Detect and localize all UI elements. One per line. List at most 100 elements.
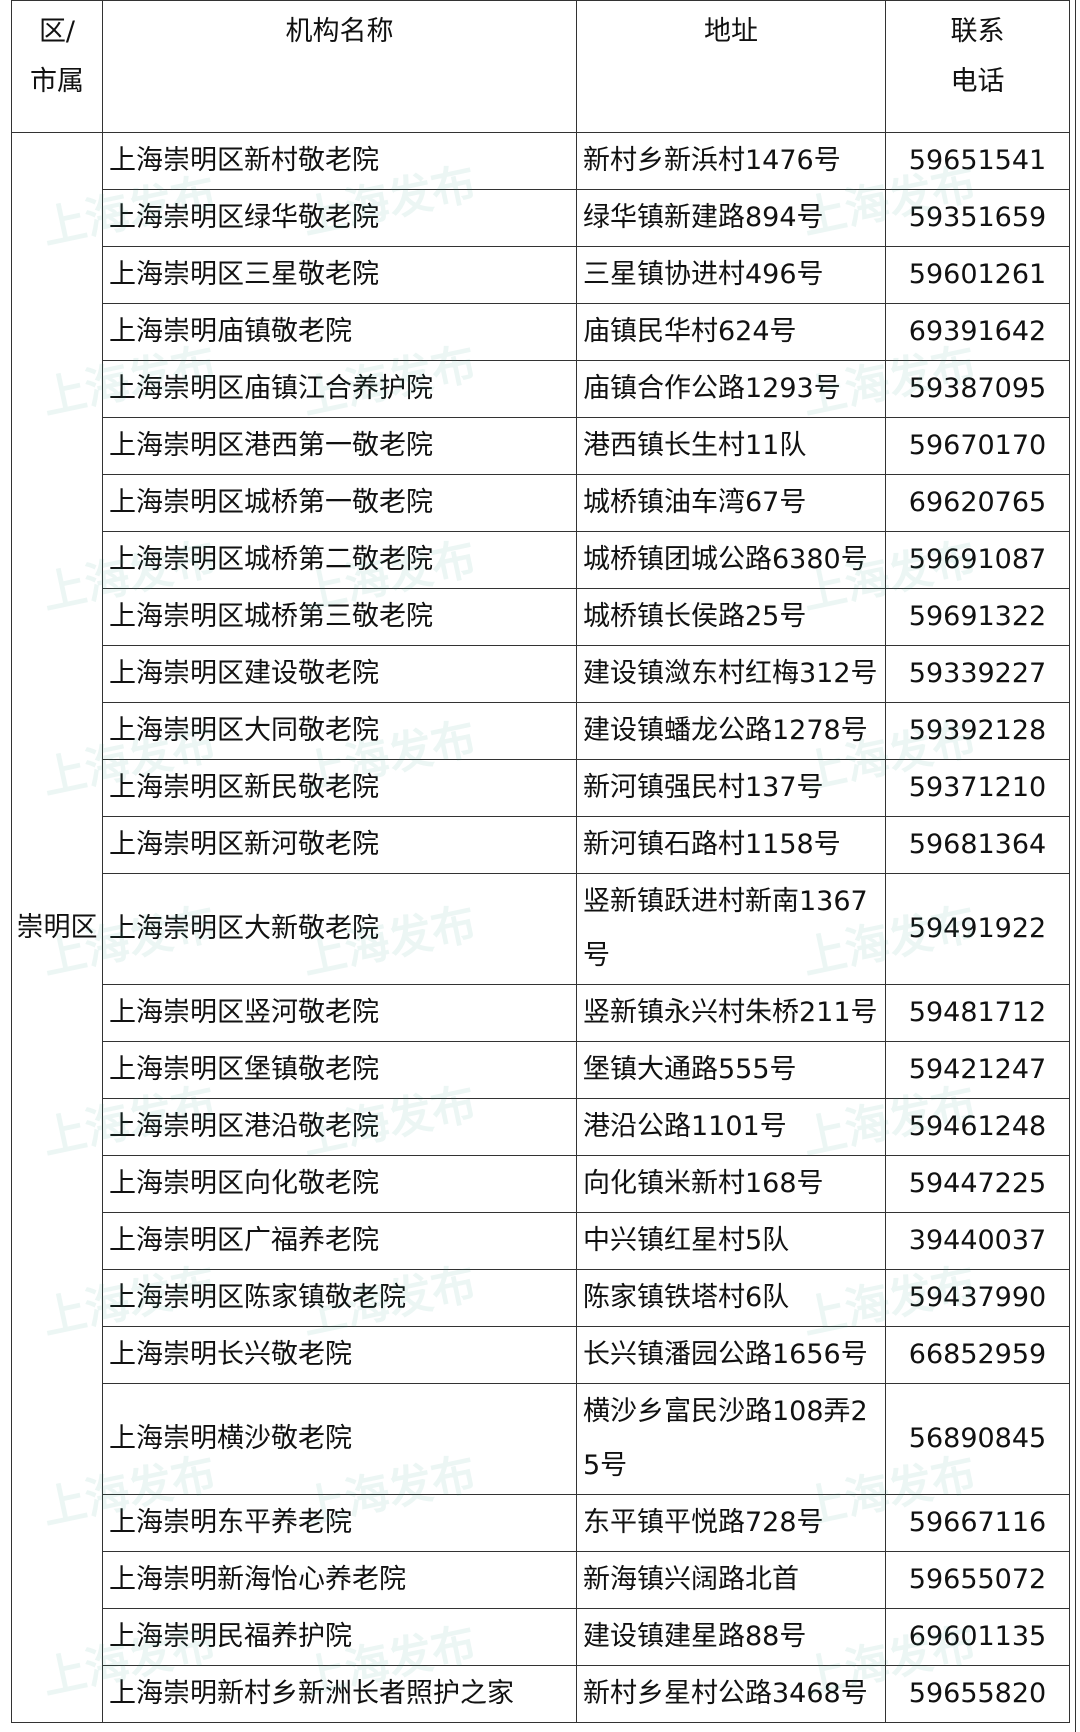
table-row: 上海崇明新村乡新洲长者照护之家 新村乡星村公路3468号 59655820 [12,1665,1070,1723]
institution-name: 上海崇明区向化敬老院 [102,1155,577,1213]
table-row: 上海崇明区竖河敬老院 竖新镇永兴村朱桥211号 59481712 [12,984,1070,1042]
address: 新村乡新浜村1476号 [576,132,886,190]
address: 向化镇米新村168号 [576,1155,886,1213]
institution-name: 上海崇明区三星敬老院 [102,246,577,304]
address: 港西镇长生村11队 [576,417,886,475]
header-cell: 联系 电话 [885,0,1070,133]
table-row: 上海崇明区绿华敬老院 绿华镇新建路894号 59351659 [12,189,1070,247]
address: 建设镇蟠龙公路1278号 [576,702,886,760]
address: 城桥镇团城公路6380号 [576,531,886,589]
table-row: 上海崇明区三星敬老院 三星镇协进村496号 59601261 [12,246,1070,304]
table-edge [1075,0,1076,1732]
table-row: 上海崇明区大同敬老院 建设镇蟠龙公路1278号 59392128 [12,702,1070,760]
table-row: 上海崇明区新民敬老院 新河镇强民村137号 59371210 [12,759,1070,817]
phone: 59491922 [885,873,1070,985]
address: 中兴镇红星村5队 [576,1212,886,1270]
phone: 69620765 [885,474,1070,532]
institution-name: 上海崇明新村乡新洲长者照护之家 [102,1665,577,1723]
phone: 59601261 [885,246,1070,304]
phone: 59387095 [885,360,1070,418]
phone: 59447225 [885,1155,1070,1213]
institution-name: 上海崇明区城桥第二敬老院 [102,531,577,589]
table-row: 崇明区 上海崇明区新村敬老院 新村乡新浜村1476号 59651541 [11,132,1070,1723]
address: 建设镇潋东村红梅312号 [576,645,886,703]
address: 庙镇民华村624号 [576,303,886,361]
table-row: 上海崇明区广福养老院 中兴镇红星村5队 39440037 [12,1212,1070,1270]
institution-name: 上海崇明区陈家镇敬老院 [102,1269,577,1327]
address: 竖新镇永兴村朱桥211号 [576,984,886,1042]
phone: 59691087 [885,531,1070,589]
header-cell: 区/ 市属 [11,0,103,133]
table-row: 上海崇明区城桥第三敬老院 城桥镇长侯路25号 59691322 [12,588,1070,646]
institution-name: 上海崇明区新民敬老院 [102,759,577,817]
phone: 59351659 [885,189,1070,247]
institution-name: 上海崇明区城桥第三敬老院 [102,588,577,646]
institution-name: 上海崇明区堡镇敬老院 [102,1041,577,1099]
table-row: 上海崇明长兴敬老院 长兴镇潘园公路1656号 66852959 [12,1326,1070,1384]
institution-name: 上海崇明民福养护院 [102,1608,577,1666]
phone: 59371210 [885,759,1070,817]
institution-name: 上海崇明区大同敬老院 [102,702,577,760]
phone: 56890845 [885,1383,1070,1495]
phone: 59667116 [885,1494,1070,1552]
phone: 69391642 [885,303,1070,361]
phone: 59670170 [885,417,1070,475]
header-cell: 机构名称 [102,0,577,133]
phone: 69601135 [885,1608,1070,1666]
address: 城桥镇长侯路25号 [576,588,886,646]
table-row: 上海崇明东平养老院 东平镇平悦路728号 59667116 [12,1494,1070,1552]
table-row: 上海崇明区港西第一敬老院 港西镇长生村11队 59670170 [12,417,1070,475]
institution-name: 上海崇明区大新敬老院 [102,873,577,985]
table-row: 上海崇明区城桥第二敬老院 城桥镇团城公路6380号 59691087 [12,531,1070,589]
table-row: 上海崇明民福养护院 建设镇建星路88号 69601135 [12,1608,1070,1666]
institution-name: 上海崇明区新河敬老院 [102,816,577,874]
table-row: 上海崇明区陈家镇敬老院 陈家镇铁塔村6队 59437990 [12,1269,1070,1327]
address: 横沙乡富民沙路108弄25号 [576,1383,886,1495]
phone: 66852959 [885,1326,1070,1384]
institution-name: 上海崇明横沙敬老院 [102,1383,577,1495]
phone: 59691322 [885,588,1070,646]
phone: 59392128 [885,702,1070,760]
institution-table: 区/ 市属 机构名称 地址 联系 电话 崇明区 上海崇明区新村敬老院 新村乡新浜村1476… [11,0,1070,1723]
table-row: 上海崇明区城桥第一敬老院 城桥镇油车湾67号 69620765 [12,474,1070,532]
institution-name: 上海崇明长兴敬老院 [102,1326,577,1384]
institution-name: 上海崇明区绿华敬老院 [102,189,577,247]
address: 新海镇兴阔路北首 [576,1551,886,1609]
address: 港沿公路1101号 [576,1098,886,1156]
institution-name: 上海崇明区庙镇江合养护院 [102,360,577,418]
phone: 39440037 [885,1212,1070,1270]
table-row: 上海崇明区堡镇敬老院 堡镇大通路555号 59421247 [12,1041,1070,1099]
phone: 59437990 [885,1269,1070,1327]
table-row: 上海崇明区新河敬老院 新河镇石路村1158号 59681364 [12,816,1070,874]
address: 建设镇建星路88号 [576,1608,886,1666]
institution-name: 上海崇明区竖河敬老院 [102,984,577,1042]
institution-name: 上海崇明新海怡心养老院 [102,1551,577,1609]
address: 绿华镇新建路894号 [576,189,886,247]
phone: 59651541 [885,132,1070,190]
phone: 59481712 [885,984,1070,1042]
institution-name: 上海崇明东平养老院 [102,1494,577,1552]
address: 三星镇协进村496号 [576,246,886,304]
institution-name: 上海崇明区港沿敬老院 [102,1098,577,1156]
table-row: 上海崇明区庙镇江合养护院 庙镇合作公路1293号 59387095 [12,360,1070,418]
district-cell: 崇明区 [11,132,103,1723]
address: 新河镇石路村1158号 [576,816,886,874]
table-row: 上海崇明区向化敬老院 向化镇米新村168号 59447225 [12,1155,1070,1213]
phone: 59655072 [885,1551,1070,1609]
address: 新河镇强民村137号 [576,759,886,817]
phone: 59461248 [885,1098,1070,1156]
phone: 59681364 [885,816,1070,874]
institution-name: 上海崇明区广福养老院 [102,1212,577,1270]
phone: 59655820 [885,1665,1070,1723]
table-body: 崇明区 上海崇明区新村敬老院 新村乡新浜村1476号 59651541 上海崇明区绿华敬… [11,132,1070,1723]
institution-name: 上海崇明区城桥第一敬老院 [102,474,577,532]
address: 城桥镇油车湾67号 [576,474,886,532]
phone: 59339227 [885,645,1070,703]
table-row: 上海崇明横沙敬老院 横沙乡富民沙路108弄25号 56890845 [12,1383,1070,1495]
address: 堡镇大通路555号 [576,1041,886,1099]
table-row: 上海崇明区建设敬老院 建设镇潋东村红梅312号 59339227 [12,645,1070,703]
address: 新村乡星村公路3468号 [576,1665,886,1723]
header-row: 区/ 市属 机构名称 地址 联系 电话 [11,0,1070,133]
table-row: 上海崇明区港沿敬老院 港沿公路1101号 59461248 [12,1098,1070,1156]
